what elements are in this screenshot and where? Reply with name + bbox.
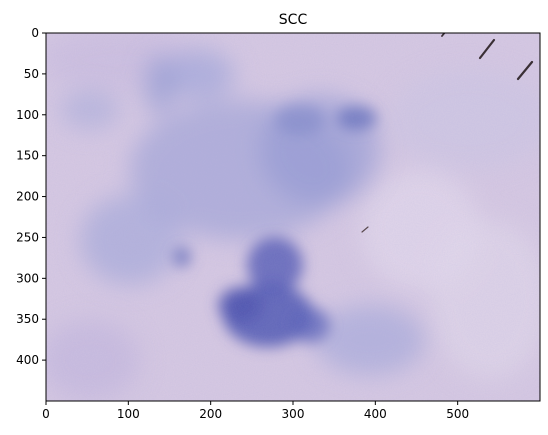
y-tick-label: 200 xyxy=(16,190,39,204)
y-tick-label: 250 xyxy=(16,230,39,244)
y-tick-label: 100 xyxy=(16,108,39,122)
x-tick-label: 500 xyxy=(446,407,469,421)
y-tick-label: 150 xyxy=(16,149,39,163)
y-tick-label: 400 xyxy=(16,353,39,367)
x-tick-label: 200 xyxy=(199,407,222,421)
y-tick-label: 300 xyxy=(16,271,39,285)
x-tick-label: 0 xyxy=(42,407,50,421)
x-tick-label: 300 xyxy=(282,407,305,421)
y-tick-label: 350 xyxy=(16,312,39,326)
y-tick-label: 0 xyxy=(31,26,39,40)
image-grain xyxy=(46,33,540,401)
x-axis-ticks: 0 100 200 300 400 500 xyxy=(42,401,469,421)
y-tick-label: 50 xyxy=(24,67,39,81)
chart-title: SCC xyxy=(279,12,308,28)
x-tick-label: 100 xyxy=(117,407,140,421)
y-axis-ticks: 0 50 100 150 200 250 300 350 400 xyxy=(16,26,46,367)
micrograph-image xyxy=(46,33,540,401)
x-tick-label: 400 xyxy=(364,407,387,421)
